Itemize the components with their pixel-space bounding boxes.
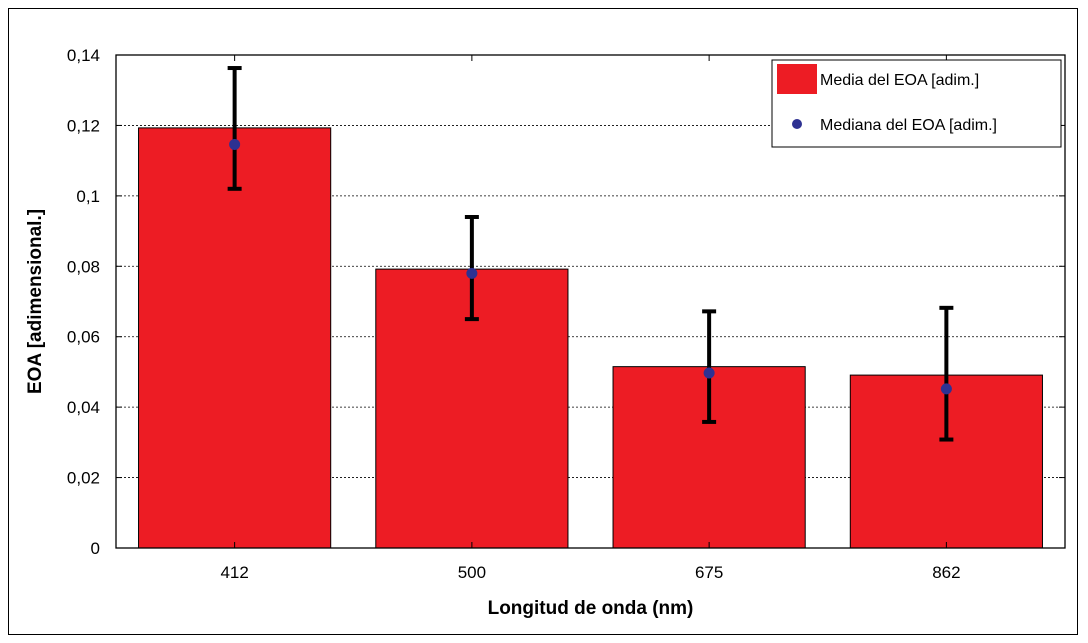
legend-label-mediana: Mediana del EOA [adim.]: [820, 117, 997, 134]
legend: Media del EOA [adim.] Mediana del EOA [a…: [771, 59, 1062, 148]
x-tick-label: 862: [932, 563, 960, 582]
median-point: [229, 138, 241, 150]
y-tick-label: 0: [91, 539, 100, 558]
median-points-group: [229, 138, 952, 395]
y-tick-label: 0,02: [67, 469, 100, 488]
y-tick-label: 0,04: [67, 398, 100, 417]
legend-swatch-media: [777, 64, 817, 94]
median-point: [466, 267, 478, 279]
legend-label-media: Media del EOA [adim.]: [820, 72, 979, 89]
bars-group: [138, 127, 1043, 549]
y-tick-label: 0,12: [67, 116, 100, 135]
y-tick-label: 0,06: [67, 328, 100, 347]
plot-area-border: [115, 54, 1066, 549]
y-tick-label: 0,08: [67, 257, 100, 276]
x-tick-label: 500: [458, 563, 486, 582]
x-axis-title: Longitud de onda (nm): [488, 598, 694, 619]
y-tick-label: 0,1: [76, 187, 100, 206]
y-tick-labels: 0 0,02 0,04 0,06 0,08 0,1 0,12 0,14: [67, 46, 100, 558]
x-tick-label: 675: [695, 563, 723, 582]
legend-marker-mediana: [792, 119, 802, 129]
bar: [138, 127, 332, 549]
median-point: [703, 367, 715, 379]
y-tick-label: 0,14: [67, 46, 100, 65]
x-tick-label: 412: [220, 563, 248, 582]
median-point: [940, 383, 952, 395]
x-tick-labels: 412 500 675 862: [220, 563, 960, 582]
y-axis-title: EOA [adimensional.]: [25, 209, 46, 394]
legend-box: [771, 59, 1062, 148]
error-bars-group: [227, 66, 954, 442]
